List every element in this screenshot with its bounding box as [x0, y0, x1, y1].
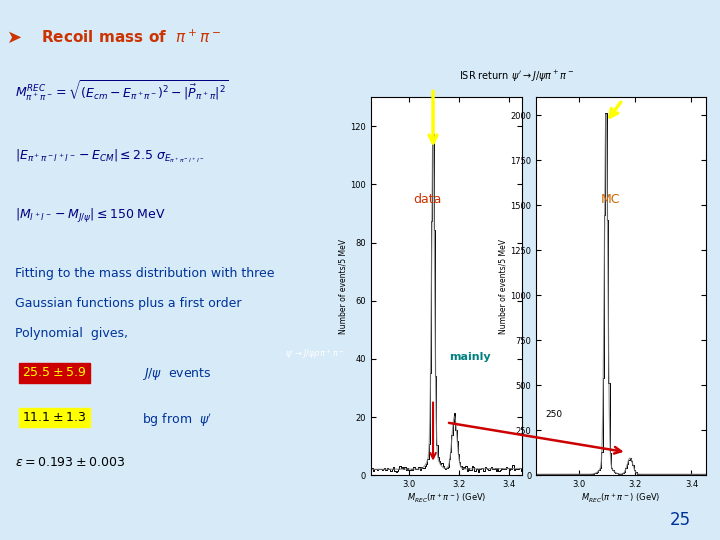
X-axis label: $M_{REC}(\pi^+\pi^-)$ (GeV): $M_{REC}(\pi^+\pi^-)$ (GeV)	[581, 492, 661, 505]
X-axis label: $M_{REC}(\pi^+\pi^-)$ (GeV): $M_{REC}(\pi^+\pi^-)$ (GeV)	[407, 492, 486, 505]
Text: $25.5\pm5.9$: $25.5\pm5.9$	[22, 367, 86, 380]
Text: mainly: mainly	[449, 352, 491, 362]
Text: Fitting to the mass distribution with three: Fitting to the mass distribution with th…	[15, 267, 274, 280]
Text: Recoil mass of  $\pi^+\pi^-$: Recoil mass of $\pi^+\pi^-$	[41, 29, 221, 46]
Text: MC: MC	[600, 193, 620, 206]
Text: $J/\psi$  events: $J/\psi$ events	[143, 367, 212, 382]
Text: $|M_{l^+l^-} - M_{J/\psi}| \leq 150\;\mathrm{MeV}$: $|M_{l^+l^-} - M_{J/\psi}| \leq 150\;\ma…	[15, 207, 166, 226]
Text: ISR return $\psi' \to J/\psi\pi^+\pi^-$: ISR return $\psi' \to J/\psi\pi^+\pi^-$	[459, 69, 575, 84]
Text: $\varepsilon = 0.193 \pm 0.003$: $\varepsilon = 0.193 \pm 0.003$	[15, 456, 125, 469]
Text: Polynomial  gives,: Polynomial gives,	[15, 327, 128, 340]
Text: data: data	[413, 193, 441, 206]
Text: 250: 250	[545, 410, 562, 418]
Text: $M_{\pi^+\pi^-}^{REC} = \sqrt{(E_{cm}-E_{\pi^+\pi^-})^2 - |\vec{P}_{\pi^+\pi}|^2: $M_{\pi^+\pi^-}^{REC} = \sqrt{(E_{cm}-E_…	[15, 78, 228, 103]
Y-axis label: Number of events/5 MeV: Number of events/5 MeV	[499, 239, 508, 334]
Y-axis label: Number of events/5 MeV: Number of events/5 MeV	[338, 239, 348, 334]
Text: ➤: ➤	[7, 29, 22, 46]
Text: Gaussian functions plus a first order: Gaussian functions plus a first order	[15, 297, 241, 310]
Text: 25: 25	[670, 511, 691, 529]
Text: bg from  $\psi'$: bg from $\psi'$	[143, 411, 212, 429]
Text: $11.1\pm1.3$: $11.1\pm1.3$	[22, 411, 86, 424]
Text: $|E_{\pi^+\pi^-l^+l^-} - E_{CM}| \leq 2.5\; \sigma_{E_{\pi^+\pi^-l^+l^-}}$: $|E_{\pi^+\pi^-l^+l^-} - E_{CM}| \leq 2.…	[15, 148, 204, 165]
Text: $\psi' \to J/\psi\rho\pi^+\pi^-$: $\psi' \to J/\psi\rho\pi^+\pi^-$	[285, 347, 345, 361]
